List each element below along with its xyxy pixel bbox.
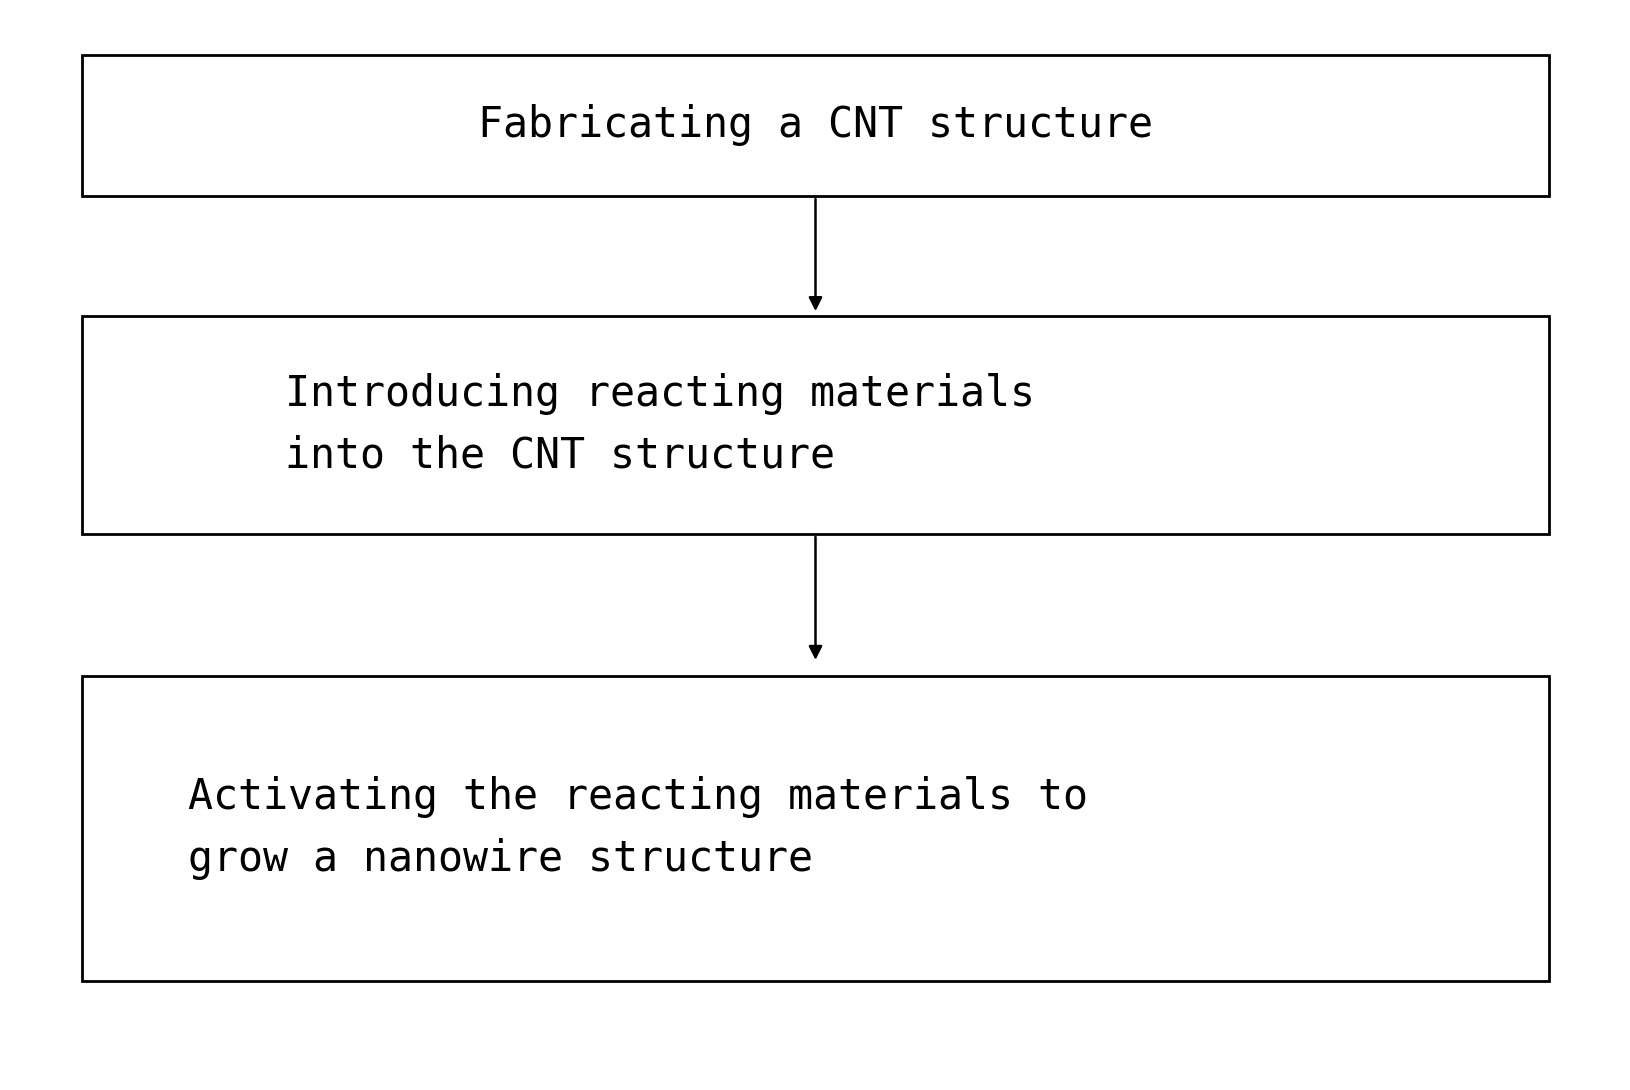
Text: Introducing reacting materials
into the CNT structure: Introducing reacting materials into the … [285,373,1035,477]
Text: Activating the reacting materials to
grow a nanowire structure: Activating the reacting materials to gro… [187,776,1087,881]
Text: Fabricating a CNT structure: Fabricating a CNT structure [478,105,1152,146]
FancyBboxPatch shape [82,676,1548,981]
FancyBboxPatch shape [82,316,1548,534]
FancyBboxPatch shape [82,54,1548,196]
